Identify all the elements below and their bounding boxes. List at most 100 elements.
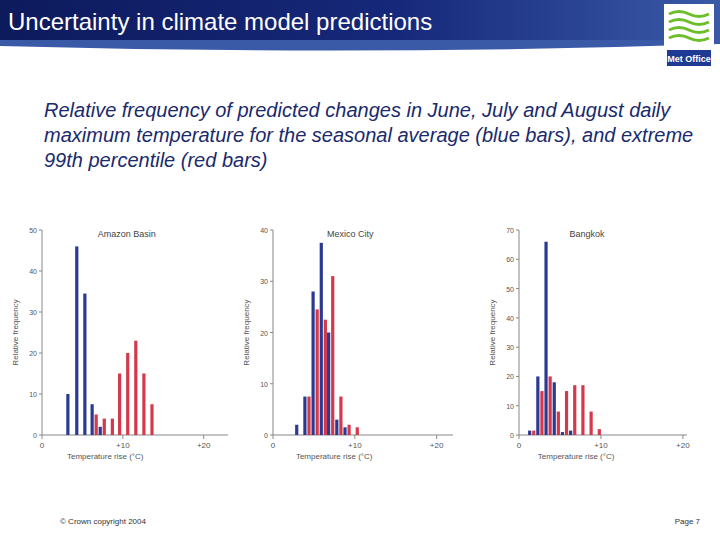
y-tick-label: 70 — [506, 227, 514, 234]
bar — [126, 353, 129, 435]
bar — [320, 243, 323, 435]
logo-wave — [669, 28, 709, 33]
y-tick-label: 50 — [29, 227, 37, 234]
bar — [549, 376, 552, 435]
y-tick-label: 40 — [29, 268, 37, 275]
bar — [331, 276, 334, 435]
y-tick — [39, 230, 42, 231]
y-tick-label: 0 — [33, 432, 37, 439]
x-tick-label: 0 — [40, 441, 45, 450]
bar — [532, 431, 535, 435]
bars — [528, 242, 601, 435]
bar — [150, 404, 153, 435]
y-tick — [516, 230, 519, 231]
bar — [557, 412, 560, 435]
logo-band — [667, 50, 711, 66]
bar — [598, 429, 601, 435]
y-tick — [270, 230, 273, 231]
x-tick-label: +20 — [676, 441, 690, 450]
y-tick-label: 0 — [510, 432, 514, 439]
bar — [536, 376, 539, 435]
y-tick-label: 20 — [506, 373, 514, 380]
x-tick-label: 0 — [271, 441, 276, 450]
y-axis — [42, 230, 43, 435]
y-tick — [516, 405, 519, 406]
bar — [295, 425, 298, 435]
bar — [83, 294, 86, 435]
x-tick — [273, 435, 274, 439]
bar — [316, 309, 319, 435]
bar — [311, 292, 314, 436]
x-tick — [519, 435, 520, 439]
logo-wave — [669, 36, 709, 41]
y-tick-label: 30 — [260, 278, 268, 285]
bar — [75, 246, 78, 435]
y-tick-label: 20 — [29, 350, 37, 357]
chart: 0102030405060700+10+20Temperature rise (… — [488, 227, 690, 461]
x-tick-label: +20 — [197, 441, 211, 450]
y-tick-label: 40 — [506, 315, 514, 322]
bar — [91, 404, 94, 435]
bar — [103, 419, 106, 435]
bars — [66, 246, 153, 435]
x-axis — [519, 435, 687, 436]
bar — [544, 242, 547, 435]
x-tick-label: +10 — [348, 441, 362, 450]
y-tick-label: 40 — [260, 227, 268, 234]
y-tick-label: 10 — [29, 391, 37, 398]
y-axis-label: Relative frequency — [242, 299, 251, 365]
chart-title: Bangkok — [569, 229, 605, 239]
bar — [590, 412, 593, 435]
bar — [581, 385, 584, 435]
y-tick — [270, 281, 273, 282]
logo-wave — [669, 20, 709, 25]
x-axis-label: Temperature rise (°C) — [538, 452, 615, 461]
x-axis-label: Temperature rise (°C) — [296, 452, 373, 461]
chart-title: Amazon Basin — [98, 229, 156, 239]
chart: 0102030400+10+20Temperature rise (°C)Rel… — [242, 227, 453, 461]
y-tick — [270, 383, 273, 384]
x-tick-label: +10 — [594, 441, 608, 450]
logo-text: Met Office — [667, 54, 711, 64]
bar — [327, 333, 330, 436]
bar — [347, 425, 350, 435]
bar — [99, 427, 102, 435]
bar — [356, 427, 359, 435]
logo-background — [664, 4, 714, 74]
bar — [573, 385, 576, 435]
y-tick-label: 0 — [264, 432, 268, 439]
y-tick-label: 30 — [506, 344, 514, 351]
bar — [565, 391, 568, 435]
bars — [295, 243, 359, 435]
x-tick — [42, 435, 43, 439]
bar — [118, 374, 121, 436]
bar — [339, 397, 342, 435]
charts: © Crown copyright 2004Page 7010203040500… — [0, 0, 720, 540]
bar — [561, 432, 564, 435]
chart: 010203040500+10+20Temperature rise (°C)R… — [11, 227, 228, 461]
x-axis — [273, 435, 453, 436]
y-tick — [516, 347, 519, 348]
y-tick — [516, 376, 519, 377]
y-tick-label: 20 — [260, 330, 268, 337]
y-tick-label: 50 — [506, 286, 514, 293]
bar — [335, 420, 338, 435]
bar — [303, 397, 306, 435]
y-tick — [39, 312, 42, 313]
x-tick-label: +20 — [430, 441, 444, 450]
x-tick — [203, 435, 204, 439]
x-tick-label: +10 — [116, 441, 130, 450]
y-axis-label: Relative frequency — [11, 299, 20, 365]
bar — [553, 382, 556, 435]
bar — [142, 374, 145, 436]
y-tick-label: 10 — [506, 403, 514, 410]
y-tick — [39, 394, 42, 395]
bar — [343, 427, 346, 435]
bar — [324, 320, 327, 435]
x-tick — [354, 435, 355, 439]
x-tick — [682, 435, 683, 439]
y-tick — [39, 353, 42, 354]
y-tick-label: 60 — [506, 256, 514, 263]
slide-title: Uncertainty in climate model predictions — [8, 8, 432, 36]
bar — [66, 394, 69, 435]
